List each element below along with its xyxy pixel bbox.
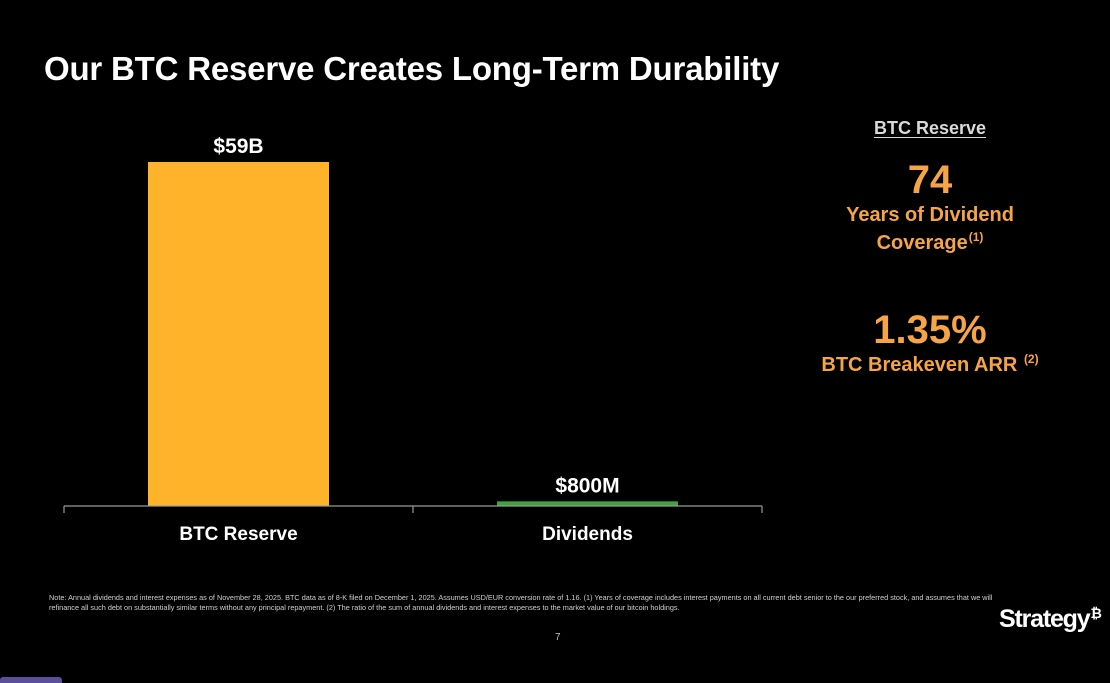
data-label: $59B <box>213 135 263 158</box>
btc-reserve-panel: BTC Reserve 74 Years of Dividend Coverag… <box>790 118 1070 379</box>
dividend-coverage-label-text: Coverage <box>876 232 968 254</box>
logo-wordmark: Strategy <box>999 605 1091 633</box>
strategy-logo: Strategy₿ <box>999 605 1102 634</box>
dividend-coverage-metric: 74 Years of Dividend Coverage(1) <box>790 159 1070 257</box>
breakeven-arr-label: BTC Breakeven ARR (2) <box>790 351 1070 379</box>
bar-chart: $59B BTC Reserve $800M Dividends <box>63 135 763 545</box>
page-number: 7 <box>555 632 561 643</box>
breakeven-arr-label-text: BTC Breakeven ARR <box>821 354 1018 376</box>
btc-reserve-heading: BTC Reserve <box>873 118 987 138</box>
dividend-coverage-label-line2: Coverage(1) <box>790 229 1070 257</box>
bar <box>497 501 678 506</box>
dividend-coverage-label-line1: Years of Dividend <box>846 204 1014 226</box>
footnote-marker-1: (1) <box>968 230 984 245</box>
breakeven-arr-metric: 1.35% BTC Breakeven ARR (2) <box>790 309 1070 379</box>
dividend-coverage-value: 74 <box>907 158 953 202</box>
footnote-marker-2: (2) <box>1023 352 1039 367</box>
category-label: Dividends <box>542 524 633 545</box>
page-title: Our BTC Reserve Creates Long-Term Durabi… <box>44 50 780 87</box>
footnote-text: Note: Annual dividends and interest expe… <box>49 593 993 612</box>
data-label: $800M <box>555 474 619 497</box>
breakeven-arr-value: 1.35% <box>873 308 987 352</box>
corner-tab <box>0 677 62 683</box>
category-label: BTC Reserve <box>179 524 297 545</box>
bar <box>148 162 329 506</box>
bitcoin-mark-icon: ₿ <box>1090 605 1101 621</box>
